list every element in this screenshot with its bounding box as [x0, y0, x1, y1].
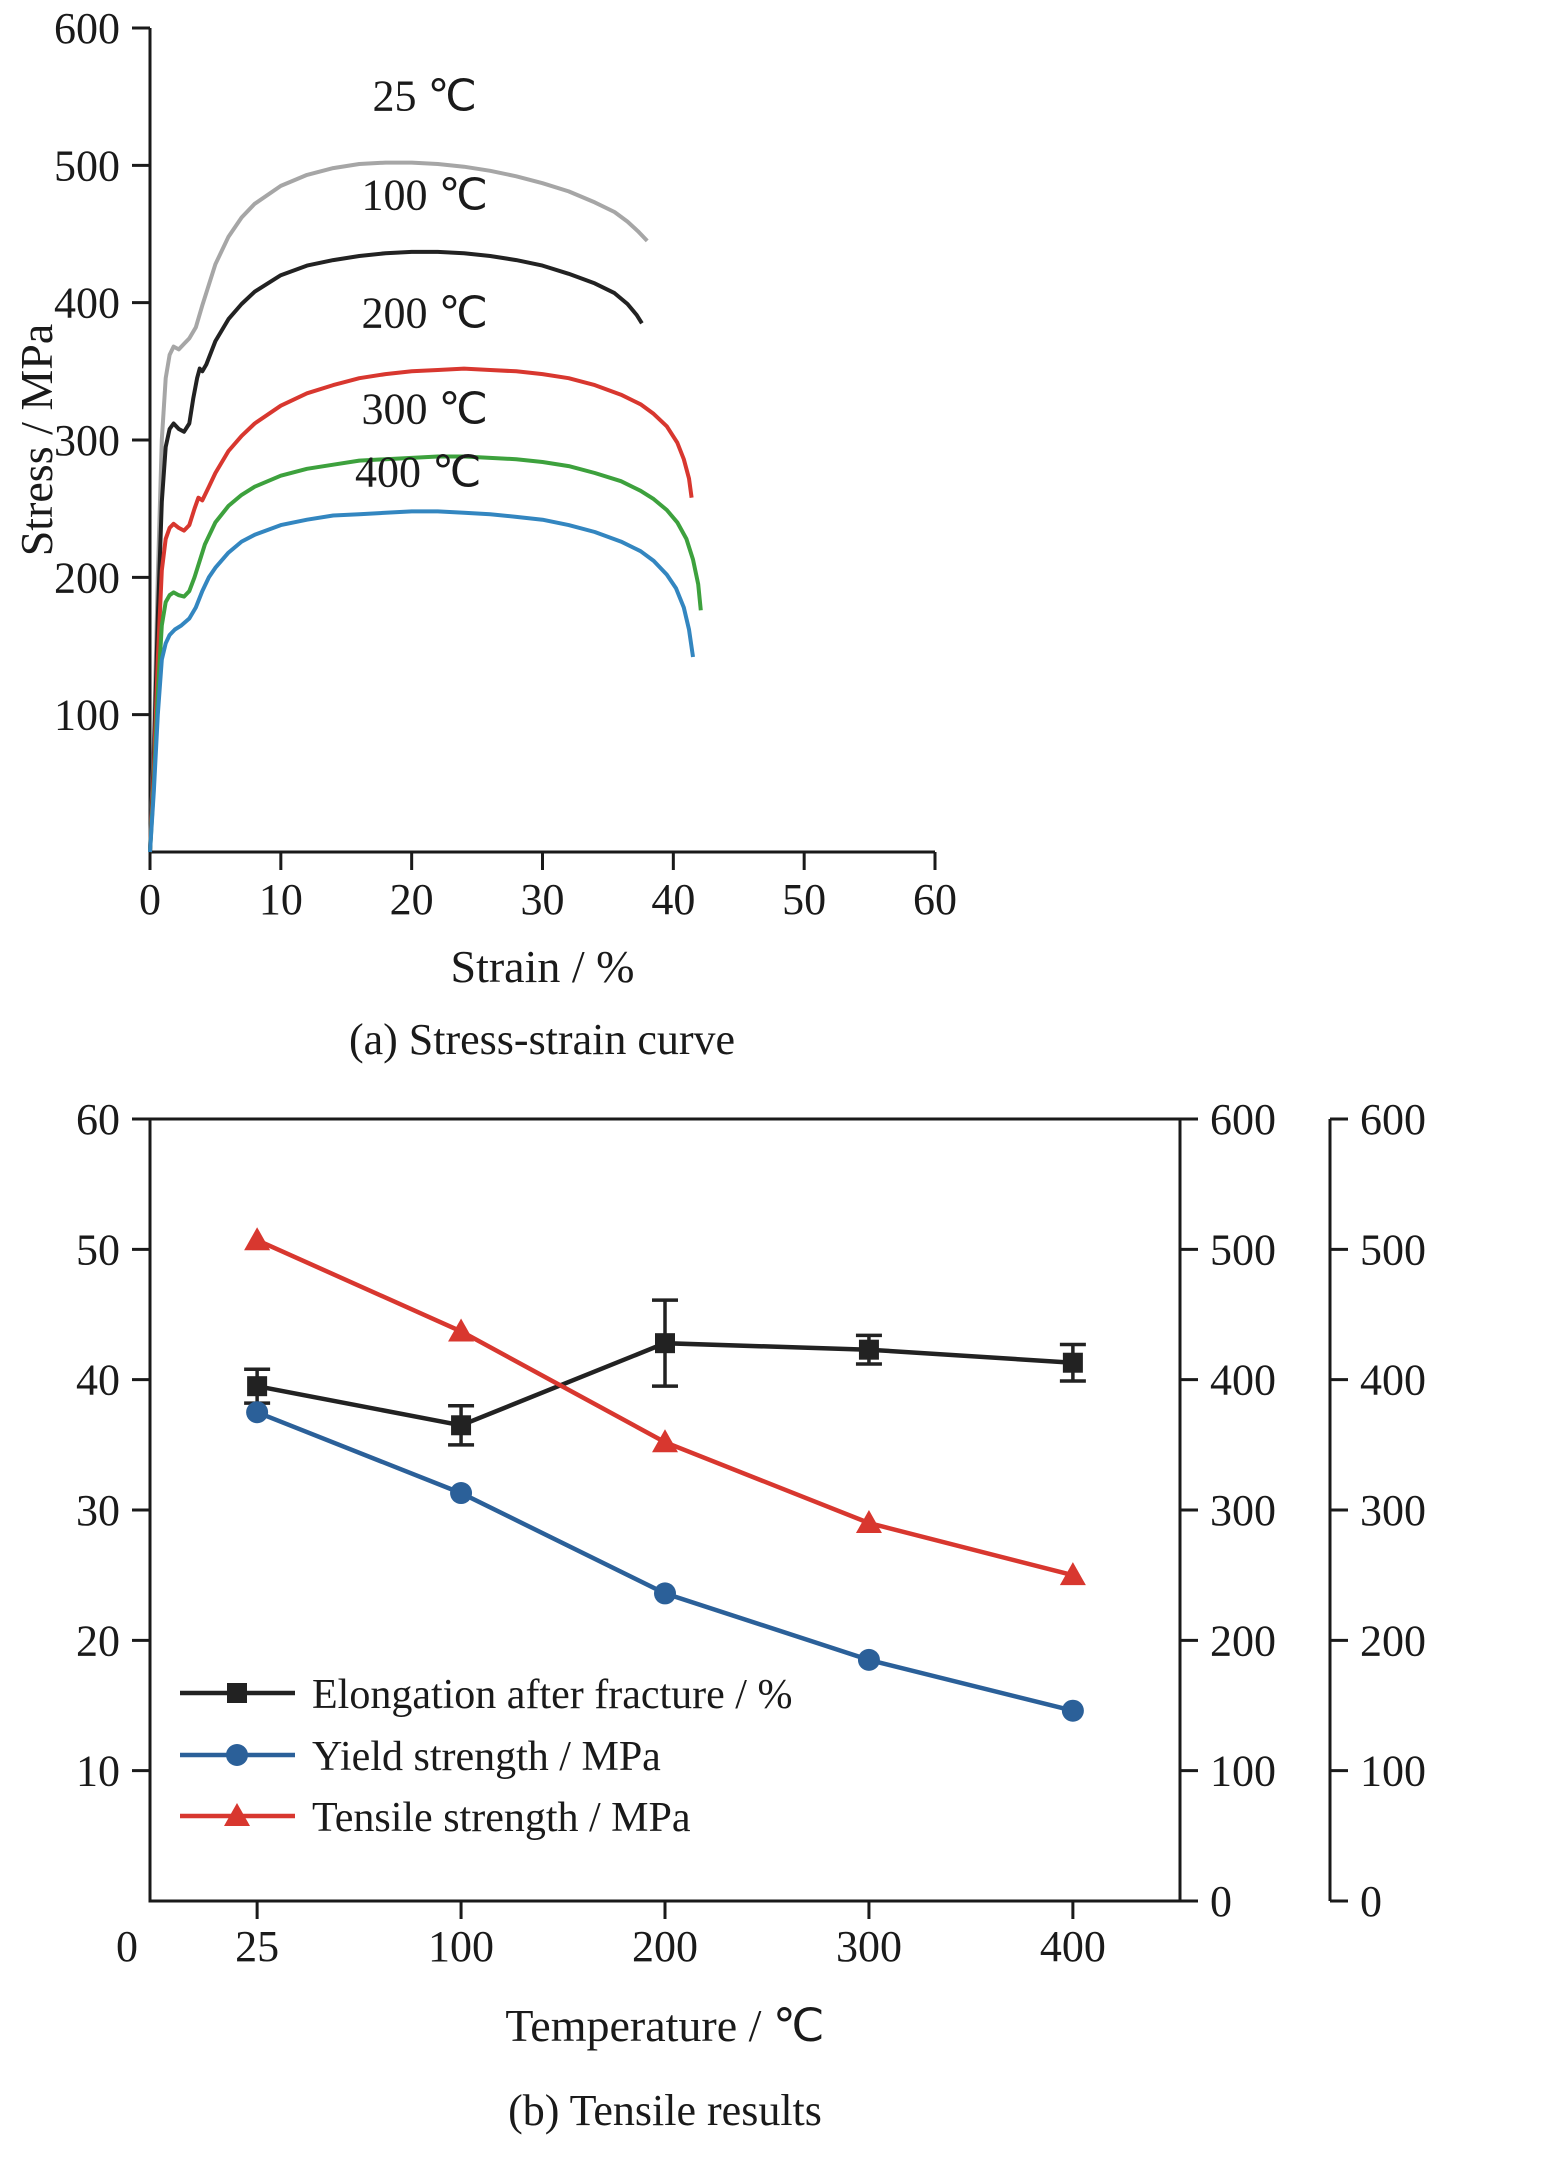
far-tick-label: 600: [1360, 1101, 1426, 1144]
x-tick-label: 400: [1040, 1922, 1106, 1971]
curve-label: 200 ℃: [362, 288, 488, 337]
right-tick-label: 600: [1210, 1101, 1276, 1144]
y-tick-label: 600: [54, 4, 120, 53]
triangle-marker: [1059, 1562, 1086, 1586]
x-tick-label: 200: [632, 1922, 698, 1971]
y-tick-label: 300: [54, 416, 120, 465]
x-tick-label: 50: [782, 875, 826, 924]
x-tick-label: 10: [259, 875, 303, 924]
plot-box: [148, 1117, 1182, 1903]
circle-marker: [450, 1482, 473, 1505]
curve-200℃: [148, 366, 694, 853]
left-tick-label: 40: [76, 1356, 120, 1405]
triangle-marker: [224, 1803, 250, 1826]
legend-label: Tensile strength / MPa: [312, 1795, 691, 1841]
far-tick-label: 100: [1360, 1747, 1426, 1796]
far-tick-label: 300: [1360, 1486, 1426, 1535]
square-marker: [227, 1683, 247, 1703]
origin-label: 0: [116, 1922, 138, 1971]
left-tick-label: 60: [76, 1101, 120, 1144]
circle-marker: [1061, 1699, 1084, 1722]
right-tick-label: 300: [1210, 1486, 1276, 1535]
curve-label: 400 ℃: [355, 448, 481, 497]
series-line: [256, 1410, 1074, 1713]
legend-label: Elongation after fracture / %: [312, 1672, 792, 1718]
right-tick-label: 200: [1210, 1616, 1276, 1665]
left-tick-label: 20: [76, 1616, 120, 1665]
far-tick-label: 500: [1360, 1225, 1426, 1274]
tensile-results-chart: 10 20 30 40 50 60 0 25 100 200 300 400 0 100 200 300 400…: [0, 1101, 1555, 2136]
x-tick-label: 300: [836, 1922, 902, 1971]
circle-marker: [226, 1744, 248, 1766]
curve-label: 300 ℃: [362, 385, 488, 434]
x-tick-label: 60: [913, 875, 957, 924]
square-marker: [247, 1376, 268, 1397]
circle-marker: [857, 1648, 880, 1671]
right-tick-label: 400: [1210, 1356, 1276, 1405]
chart-a-caption: (a) Stress-strain curve: [348, 1015, 736, 1064]
circle-marker: [246, 1401, 269, 1424]
x-tick-label: 100: [428, 1922, 494, 1971]
triangle-marker: [244, 1227, 271, 1251]
circle-marker: [654, 1582, 676, 1605]
x-tick-label: 20: [390, 875, 434, 924]
left-tick-label: 10: [76, 1747, 120, 1796]
curve-400℃: [148, 509, 695, 853]
far-tick-label: 400: [1360, 1356, 1426, 1405]
square-marker: [655, 1333, 675, 1354]
right-tick-label: 500: [1210, 1225, 1276, 1274]
x-tick-label: 40: [651, 875, 695, 924]
y-tick-label: 500: [54, 141, 120, 190]
square-marker: [451, 1415, 472, 1436]
triangle-marker: [855, 1510, 882, 1534]
stress-strain-plot: 100 200 300 400 500 600 0 10 20 30 40 50 60 25 ℃ 100 ℃…: [11, 4, 957, 992]
axes: [148, 28, 935, 854]
x-tick-label: 25: [235, 1922, 279, 1971]
chart-b-caption: (b) Tensile results: [508, 2086, 822, 2135]
y-tick-label: 400: [54, 279, 120, 328]
x-tick-label: 0: [139, 875, 161, 924]
stress-strain-chart: 100 200 300 400 500 600 0 10 20 30 40 50 60 25 ℃ 100 ℃…: [0, 0, 1555, 1065]
square-marker: [1062, 1352, 1083, 1373]
curve-300℃: [148, 454, 703, 853]
x-axis-label: Strain / %: [451, 941, 635, 992]
y-tick-label: 100: [54, 691, 120, 740]
x-tick-label: 30: [521, 875, 565, 924]
triangle-marker: [448, 1318, 475, 1342]
far-tick-label: 0: [1360, 1877, 1382, 1926]
curve-label: 100 ℃: [362, 170, 488, 219]
y-axis-label: Stress / MPa: [11, 324, 62, 557]
curve-100℃: [148, 249, 644, 853]
triangle-marker: [652, 1429, 678, 1453]
curve-label: 25 ℃: [373, 71, 477, 120]
far-tick-label: 200: [1360, 1616, 1426, 1665]
left-tick-label: 30: [76, 1486, 120, 1535]
square-marker: [858, 1339, 879, 1360]
right-tick-label: 0: [1210, 1877, 1232, 1926]
curve-25℃: [148, 160, 649, 853]
left-tick-label: 50: [76, 1225, 120, 1274]
y-tick-label: 200: [54, 553, 120, 602]
right-tick-label: 100: [1210, 1747, 1276, 1796]
legend-label: Yield strength / MPa: [312, 1734, 661, 1780]
x-axis-label: Temperature / ℃: [505, 2000, 824, 2051]
